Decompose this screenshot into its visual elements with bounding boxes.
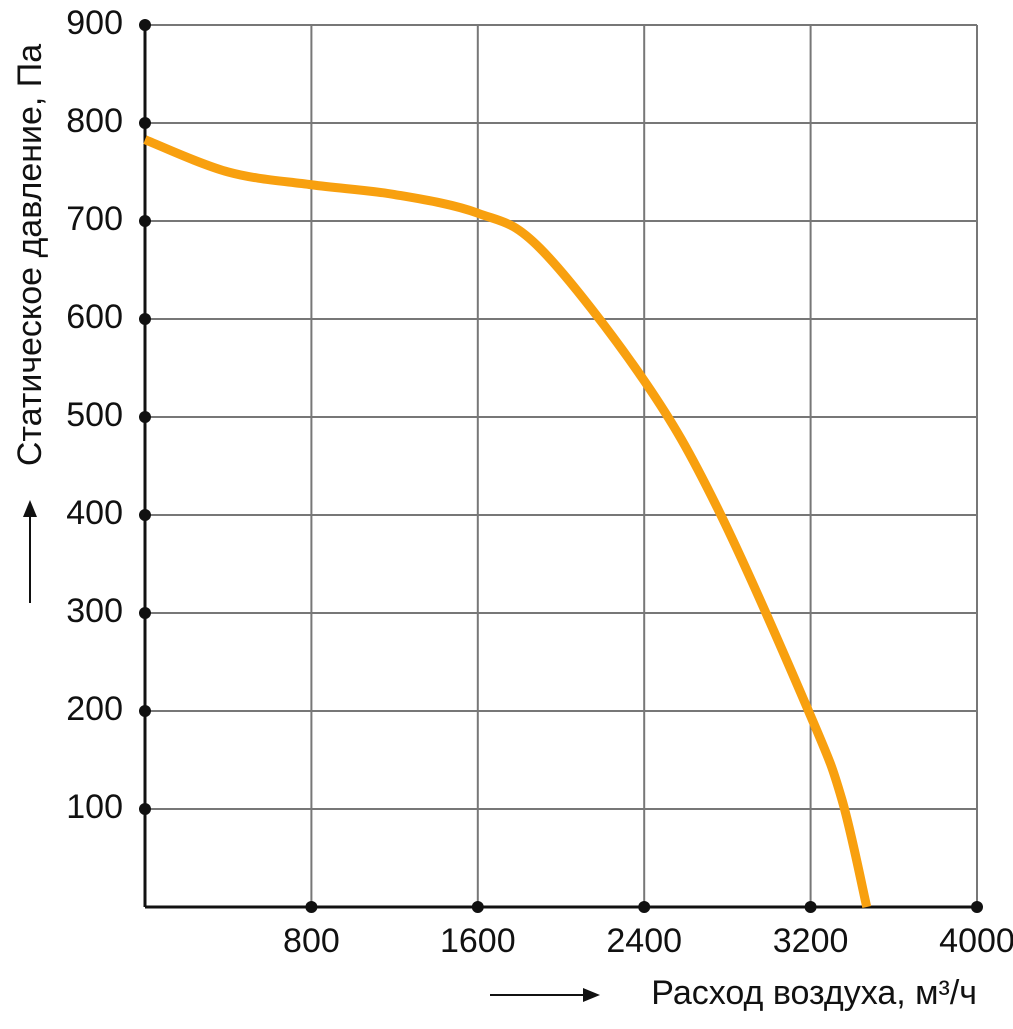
y-tick-label: 700 xyxy=(66,200,123,238)
x-tick-label: 2400 xyxy=(606,922,682,960)
y-tick-dot xyxy=(139,117,151,129)
y-tick-label: 900 xyxy=(66,4,123,42)
y-tick-dot xyxy=(139,19,151,31)
y-tick-label: 200 xyxy=(66,690,123,728)
x-axis-title: Расход воздуха, м³/ч xyxy=(651,974,977,1012)
y-tick-dot xyxy=(139,215,151,227)
y-tick-dot xyxy=(139,607,151,619)
y-tick-label: 100 xyxy=(66,788,123,826)
x-tick-label: 1600 xyxy=(440,922,516,960)
y-arrowhead xyxy=(23,500,37,517)
x-tick-label: 4000 xyxy=(939,922,1013,960)
x-tick-dot xyxy=(638,901,651,913)
x-tick-dot xyxy=(471,901,484,913)
y-tick-dot xyxy=(139,411,151,423)
y-tick-dot xyxy=(139,509,151,521)
x-tick-label: 3200 xyxy=(773,922,849,960)
y-tick-label: 500 xyxy=(66,396,123,434)
x-tick-label: 800 xyxy=(283,922,340,960)
y-axis-title: Статическое давление, Па xyxy=(11,44,49,466)
y-tick-dot xyxy=(139,313,151,325)
y-tick-dot xyxy=(139,705,151,717)
x-arrowhead xyxy=(583,988,600,1002)
y-tick-label: 600 xyxy=(66,298,123,336)
y-tick-dot xyxy=(139,803,151,815)
curve xyxy=(143,135,872,909)
y-tick-label: 800 xyxy=(66,102,123,140)
y-tick-label: 300 xyxy=(66,592,123,630)
y-tick-label: 400 xyxy=(66,494,123,532)
x-tick-dot xyxy=(804,901,817,913)
x-tick-dot xyxy=(971,901,983,913)
x-tick-dot xyxy=(305,901,318,913)
